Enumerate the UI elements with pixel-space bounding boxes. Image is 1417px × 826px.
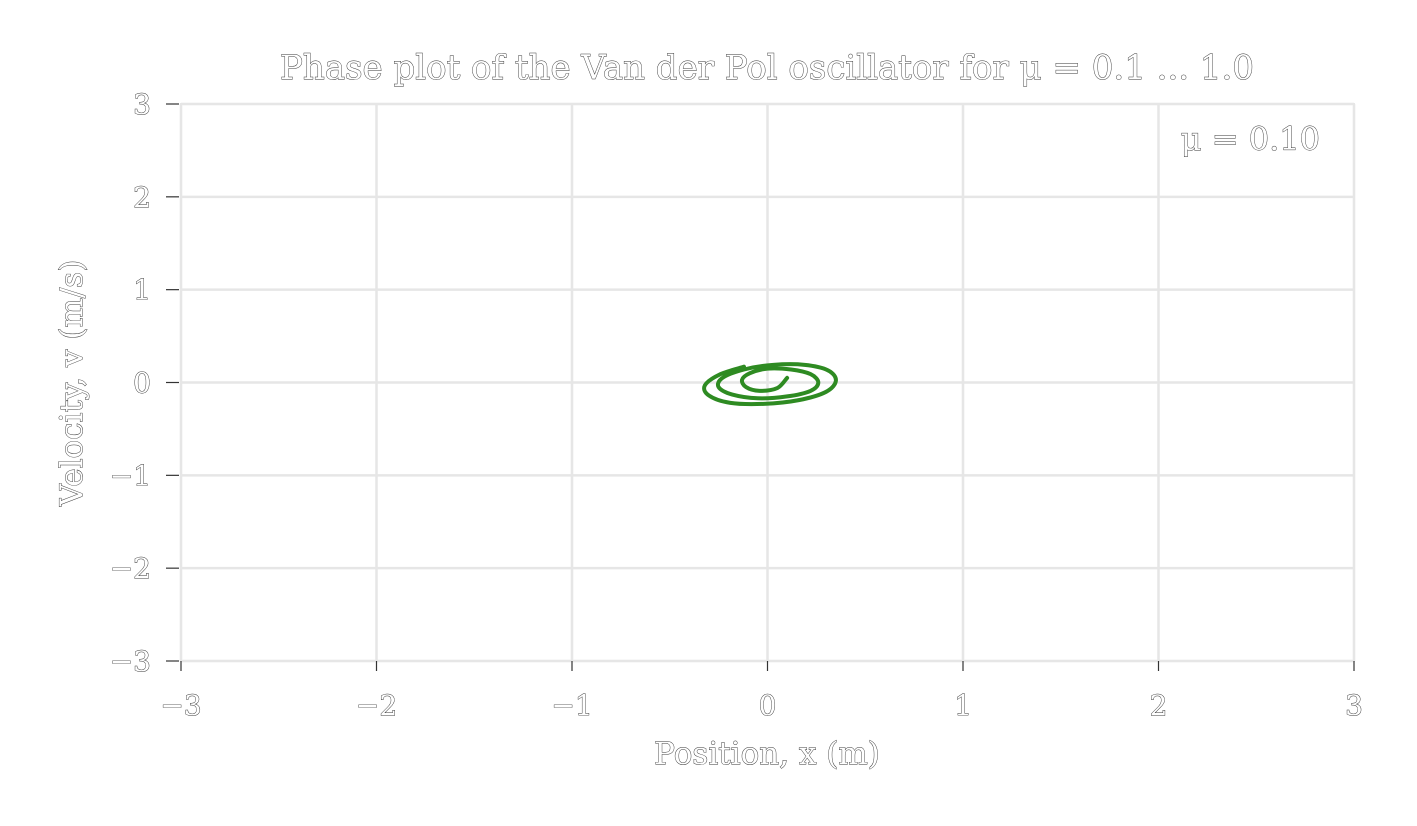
x-tick-label: 2 xyxy=(1150,689,1168,722)
y-tick-label: 2 xyxy=(133,181,151,214)
x-tick-label: −3 xyxy=(160,689,201,722)
y-tick-label: 0 xyxy=(133,367,151,400)
y-tick-label: 3 xyxy=(133,88,151,121)
x-tick-label: 3 xyxy=(1345,689,1363,722)
chart-title: Phase plot of the Van der Pol oscillator… xyxy=(280,48,1254,88)
y-tick-label: −2 xyxy=(110,552,151,585)
x-tick-label: −1 xyxy=(551,689,592,722)
mu-annotation: μ = 0.10 xyxy=(1181,120,1320,158)
x-tick-label: 0 xyxy=(759,689,777,722)
x-axis-label: Position, x (m) xyxy=(654,736,880,772)
series-group xyxy=(702,362,838,407)
ticks: −3 −2 −1 0 1 2 3 −3 −2 −1 0 1 2 3 xyxy=(109,88,1363,723)
phase-trajectory-line xyxy=(702,362,838,407)
y-tick-label: 1 xyxy=(133,274,151,307)
y-tick-label: −3 xyxy=(110,645,151,678)
x-tick-label: −2 xyxy=(356,689,397,722)
x-tick-label: 1 xyxy=(954,689,972,722)
y-axis-label: Velocity, v (m/s) xyxy=(54,260,90,508)
y-tick-label: −1 xyxy=(110,459,151,492)
